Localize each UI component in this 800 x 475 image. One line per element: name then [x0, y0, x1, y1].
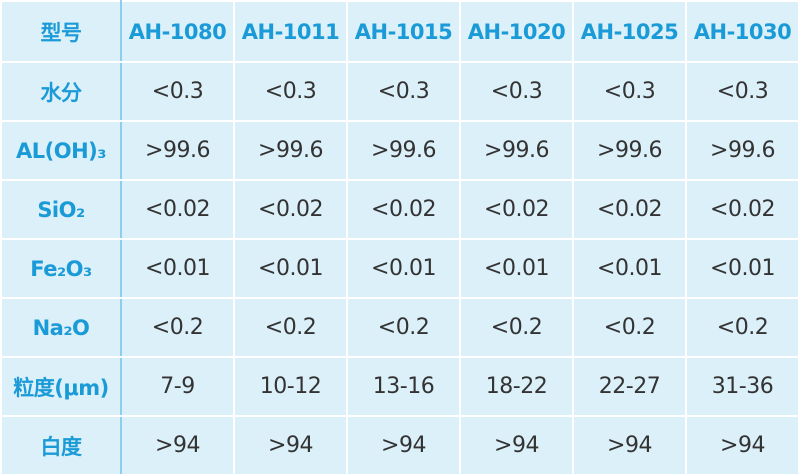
value-cell: <0.02: [685, 179, 800, 240]
value-cell: 22-27: [572, 356, 687, 417]
header-cell: AH-1025: [572, 0, 687, 63]
row-label: Na₂O: [0, 297, 122, 358]
header-cell: AH-1015: [346, 0, 461, 63]
table-row: SiO₂ <0.02 <0.02 <0.02 <0.02 <0.02 <0.02: [0, 179, 800, 240]
row-label: Fe₂O₃: [0, 238, 122, 299]
value-cell: 31-36: [685, 356, 800, 417]
value-cell: <0.02: [459, 179, 574, 240]
value-cell: >99.6: [685, 120, 800, 181]
value-cell: <0.3: [572, 61, 687, 122]
value-cell: <0.3: [233, 61, 348, 122]
value-cell: <0.02: [120, 179, 235, 240]
value-cell: >99.6: [459, 120, 574, 181]
header-row: 型号 AH-1080 AH-1011 AH-1015 AH-1020 AH-1025 AH-…: [0, 0, 800, 63]
value-cell: >94: [233, 415, 348, 475]
value-cell: >94: [120, 415, 235, 475]
value-cell: <0.3: [346, 61, 461, 122]
value-cell: >99.6: [233, 120, 348, 181]
value-cell: <0.2: [459, 297, 574, 358]
value-cell: >99.6: [346, 120, 461, 181]
header-cell: AH-1080: [120, 0, 235, 63]
value-cell: <0.3: [685, 61, 800, 122]
row-label: 粒度(μm): [0, 356, 122, 417]
value-cell: 10-12: [233, 356, 348, 417]
row-label: SiO₂: [0, 179, 122, 240]
header-cell: AH-1011: [233, 0, 348, 63]
value-cell: <0.02: [233, 179, 348, 240]
value-cell: <0.3: [459, 61, 574, 122]
header-cell: AH-1030: [685, 0, 800, 63]
row-label: 白度: [0, 415, 122, 475]
table-row: 白度 >94 >94 >94 >94 >94 >94: [0, 415, 800, 475]
value-cell: >94: [459, 415, 574, 475]
value-cell: >94: [346, 415, 461, 475]
value-cell: <0.01: [120, 238, 235, 299]
value-cell: >99.6: [120, 120, 235, 181]
value-cell: >94: [685, 415, 800, 475]
value-cell: 18-22: [459, 356, 574, 417]
table-row: 水分 <0.3 <0.3 <0.3 <0.3 <0.3 <0.3: [0, 61, 800, 122]
value-cell: <0.3: [120, 61, 235, 122]
table-row: AL(OH)₃ >99.6 >99.6 >99.6 >99.6 >99.6 >99.6: [0, 120, 800, 181]
value-cell: 7-9: [120, 356, 235, 417]
value-cell: <0.02: [572, 179, 687, 240]
value-cell: <0.2: [346, 297, 461, 358]
value-cell: <0.02: [346, 179, 461, 240]
value-cell: <0.01: [572, 238, 687, 299]
row-label: 水分: [0, 61, 122, 122]
value-cell: >99.6: [572, 120, 687, 181]
value-cell: <0.2: [120, 297, 235, 358]
value-cell: >94: [572, 415, 687, 475]
value-cell: <0.01: [685, 238, 800, 299]
value-cell: <0.01: [346, 238, 461, 299]
table-row: 粒度(μm) 7-9 10-12 13-16 18-22 22-27 31-36: [0, 356, 800, 417]
header-cell: AH-1020: [459, 0, 574, 63]
table-row: Fe₂O₃ <0.01 <0.01 <0.01 <0.01 <0.01 <0.01: [0, 238, 800, 299]
value-cell: <0.2: [572, 297, 687, 358]
value-cell: <0.2: [685, 297, 800, 358]
value-cell: 13-16: [346, 356, 461, 417]
value-cell: <0.01: [233, 238, 348, 299]
row-label: AL(OH)₃: [0, 120, 122, 181]
value-cell: <0.01: [459, 238, 574, 299]
table-row: Na₂O <0.2 <0.2 <0.2 <0.2 <0.2 <0.2: [0, 297, 800, 358]
header-cell: 型号: [0, 0, 122, 63]
value-cell: <0.2: [233, 297, 348, 358]
